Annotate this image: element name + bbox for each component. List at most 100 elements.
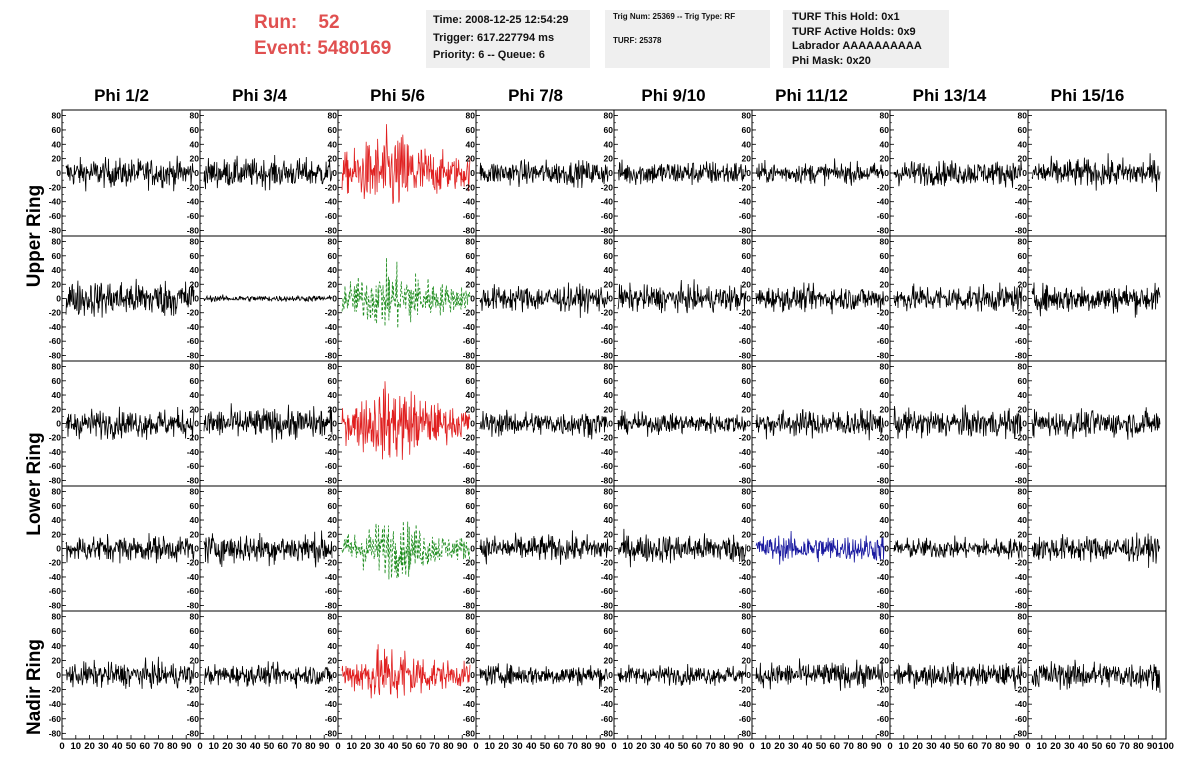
event-label: Event:: [254, 38, 313, 59]
y-tick-label: 40: [880, 265, 890, 275]
y-tick-label: 0: [332, 168, 337, 178]
y-tick-label: -20: [49, 685, 62, 695]
waveform-trace: [204, 661, 333, 689]
x-tick-label: 60: [278, 741, 289, 752]
waveform-trace: [65, 278, 195, 318]
y-tick-label: 0: [194, 419, 199, 429]
waveform-trace: [893, 282, 1023, 312]
y-tick-label: 60: [742, 251, 752, 261]
y-tick-label: -60: [325, 336, 338, 346]
x-tick-label: 50: [954, 741, 965, 752]
y-tick-label: -20: [1015, 308, 1028, 318]
y-tick-label: 0: [1022, 294, 1027, 304]
y-tick-label: 20: [604, 655, 614, 665]
y-tick-label: 80: [880, 612, 890, 622]
waveform-panel: 80 60 40 20 0 -20 -40 -60 -80: [601, 109, 753, 237]
y-tick-label: -80: [463, 728, 476, 738]
x-tick-label: 40: [802, 741, 813, 752]
y-tick-label: 60: [880, 626, 890, 636]
y-tick-label: -80: [601, 350, 614, 360]
y-tick-label: 20: [604, 404, 614, 414]
y-tick-label: 40: [328, 641, 338, 651]
y-tick-label: 40: [52, 641, 62, 651]
x-tick-label: 80: [581, 741, 592, 752]
y-tick-label: -80: [739, 350, 752, 360]
time-info-box: Time: 2008-12-25 12:54:29 Trigger: 617.2…: [426, 10, 590, 68]
y-tick-label: 40: [604, 641, 614, 651]
column-header-phi-1-2: Phi 1/2: [94, 86, 149, 105]
event-line: Event: 5480169: [254, 36, 391, 62]
x-tick-label: 0: [335, 741, 340, 752]
y-tick-label: 40: [880, 515, 890, 525]
y-tick-label: -60: [601, 211, 614, 221]
waveform-trace: [755, 158, 885, 187]
x-tick-label: 90: [1147, 741, 1158, 752]
x-tick-label: 10: [485, 741, 496, 752]
x-tick-label: 10: [71, 741, 82, 752]
y-tick-label: 80: [328, 362, 338, 372]
y-tick-label: 60: [1018, 125, 1028, 135]
y-tick-label: -20: [601, 308, 614, 318]
y-tick-label: -40: [739, 699, 752, 709]
y-tick-label: -40: [325, 572, 338, 582]
y-tick-label: 40: [742, 641, 752, 651]
y-tick-label: -40: [739, 447, 752, 457]
y-tick-label: 0: [332, 670, 337, 680]
y-tick-label: 40: [1018, 641, 1028, 651]
y-tick-label: -20: [187, 308, 200, 318]
y-tick-label: 0: [194, 168, 199, 178]
trigger-text: Trigger: 617.227794 ms: [433, 31, 555, 44]
x-tick-label: 70: [1119, 741, 1130, 752]
x-tick-label: 30: [926, 741, 937, 752]
y-tick-label: 80: [466, 612, 476, 622]
y-tick-label: 20: [742, 655, 752, 665]
x-tick-label: 80: [443, 741, 454, 752]
y-tick-label: 80: [1018, 612, 1028, 622]
y-tick-label: -40: [463, 197, 476, 207]
panel-frame: [337, 235, 477, 362]
y-tick-label: -80: [49, 350, 62, 360]
y-tick-label: 0: [746, 670, 751, 680]
x-tick-label: 90: [319, 741, 330, 752]
y-tick-label: 20: [1018, 279, 1028, 289]
y-tick-label: 40: [190, 265, 200, 275]
y-tick-label: 0: [884, 670, 889, 680]
y-tick-label: -80: [601, 225, 614, 235]
x-tick-label: 90: [595, 741, 606, 752]
time-text: Time: 2008-12-25 12:54:29: [433, 14, 569, 26]
y-tick-label: 40: [1018, 139, 1028, 149]
x-tick-label: 20: [498, 741, 509, 752]
y-tick-label: -60: [463, 461, 476, 471]
waveform-panel: 80 60 40 20 0 -20 -40 -60 -80: [1015, 235, 1167, 362]
y-tick-label: 40: [190, 390, 200, 400]
y-tick-label: 20: [466, 655, 476, 665]
y-tick-label: 0: [1022, 168, 1027, 178]
y-tick-label: 0: [884, 294, 889, 304]
y-tick-label: -60: [49, 714, 62, 724]
y-tick-label: -80: [463, 600, 476, 610]
y-tick-label: 20: [52, 154, 62, 164]
waveform-panel: 80 60 40 20 0 -20 -40 -60 -80: [187, 235, 339, 362]
y-tick-label: 40: [190, 515, 200, 525]
y-tick-label: 80: [880, 362, 890, 372]
x-tick-label: 50: [402, 741, 413, 752]
x-tick-label: 40: [1078, 741, 1089, 752]
y-tick-label: 40: [1018, 265, 1028, 275]
y-tick-label: 0: [1022, 544, 1027, 554]
waveform-trace: [479, 663, 609, 690]
y-tick-label: -80: [1015, 350, 1028, 360]
y-tick-label: 0: [470, 670, 475, 680]
column-header-phi-13-14: Phi 13/14: [912, 86, 987, 105]
x-tick-label: 0: [59, 741, 64, 752]
y-tick-label: 80: [52, 111, 62, 121]
y-tick-label: 60: [466, 626, 476, 636]
y-tick-label: 40: [604, 515, 614, 525]
y-tick-label: -80: [49, 475, 62, 485]
y-tick-label: 60: [742, 376, 752, 386]
y-tick-label: -60: [325, 461, 338, 471]
x-tick-label: 50: [264, 741, 275, 752]
x-tick-label: 40: [526, 741, 537, 752]
x-tick-label: 30: [512, 741, 523, 752]
y-tick-label: 80: [190, 237, 200, 247]
